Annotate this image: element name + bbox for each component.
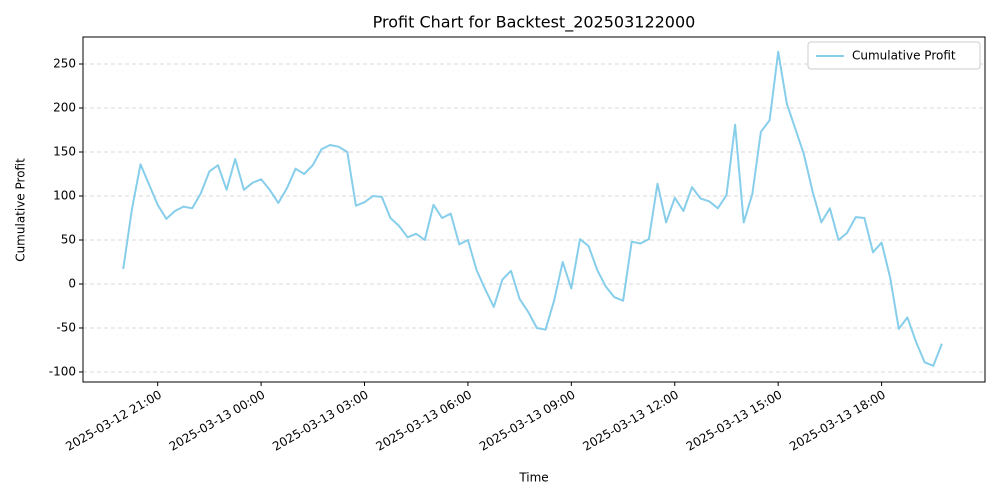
legend-box xyxy=(807,41,981,70)
y-tick-label: 250 xyxy=(53,57,76,71)
x-axis-label: Time xyxy=(518,471,548,485)
x-tick-label: 2025-03-13 06:00 xyxy=(374,388,475,454)
x-tick-label: 2025-03-13 00:00 xyxy=(167,388,268,454)
x-tick-label: 2025-03-13 18:00 xyxy=(787,388,888,454)
y-axis-label: Cumulative Profit xyxy=(14,158,28,262)
chart-title: Profit Chart for Backtest_202503122000 xyxy=(373,13,696,33)
y-tick-label: 200 xyxy=(53,101,76,115)
legend-label: Cumulative Profit xyxy=(852,49,956,63)
y-tick-label: 0 xyxy=(68,276,76,290)
x-tick-label: 2025-03-13 12:00 xyxy=(580,388,681,454)
plot-frame xyxy=(82,36,986,383)
x-tick-label: 2025-03-13 09:00 xyxy=(477,388,578,454)
y-tick-label: 50 xyxy=(61,232,76,246)
line xyxy=(122,50,943,367)
x-tick-label: 2025-03-12 21:00 xyxy=(63,388,164,454)
y-tick-label: -50 xyxy=(56,320,76,334)
x-tick-label: 2025-03-13 03:00 xyxy=(270,388,371,454)
x-tick-label: 2025-03-13 15:00 xyxy=(684,388,785,454)
y-tick-label: 150 xyxy=(53,145,76,159)
y-tick-label: 100 xyxy=(53,188,76,202)
y-tick-label: -100 xyxy=(49,364,76,378)
